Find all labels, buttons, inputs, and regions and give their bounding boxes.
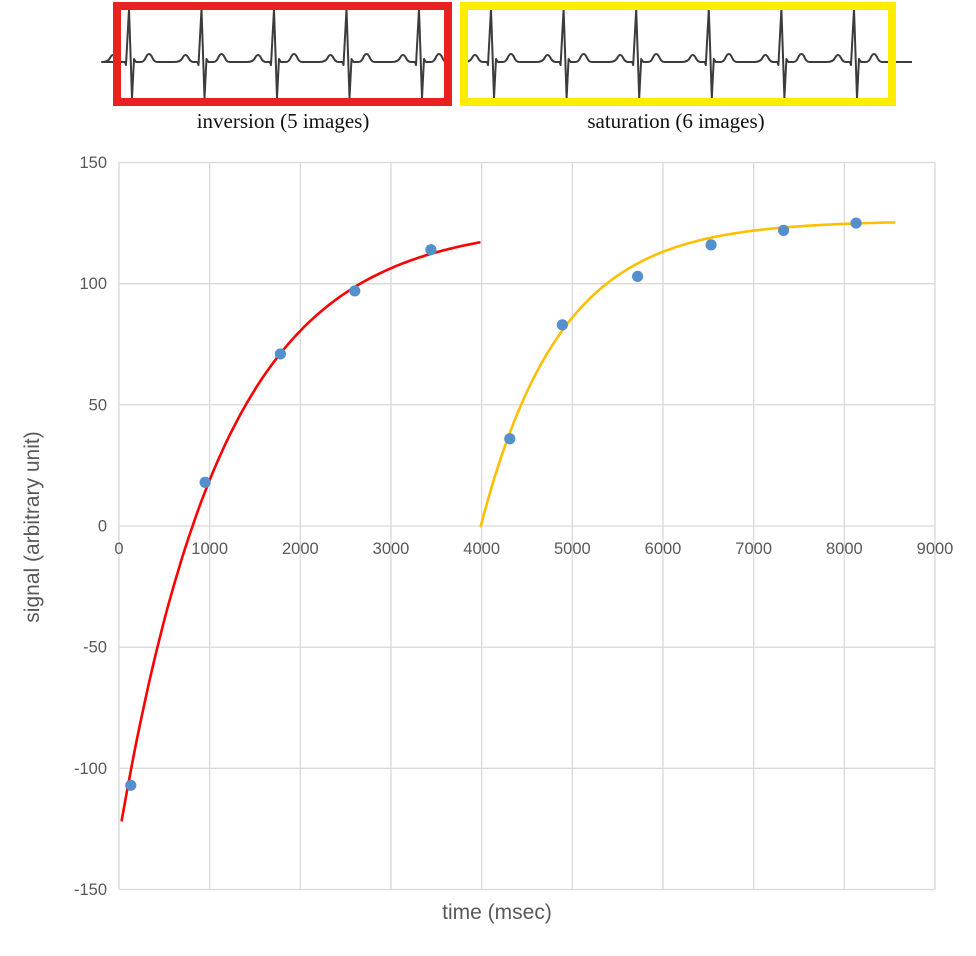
y-tick-label-0: 0 xyxy=(98,518,107,536)
x-tick-label-0: 0 xyxy=(114,540,123,558)
ecg-box-inversion xyxy=(113,2,452,106)
data-point-saturation-t6530 xyxy=(705,239,717,251)
x-tick-label-7000: 7000 xyxy=(735,540,772,558)
y-tick-label-150: 150 xyxy=(79,154,107,172)
y-axis-title: signal (arbitrary unit) xyxy=(21,431,44,623)
data-point-saturation-t5720 xyxy=(632,270,644,283)
ecg-caption-inversion: inversion (5 images) xyxy=(196,109,370,133)
ecg-caption-saturation: saturation (6 images) xyxy=(587,109,765,133)
x-axis-title: time (msec) xyxy=(442,901,552,924)
x-tick-label-9000: 9000 xyxy=(917,540,954,558)
x-tick-label-5000: 5000 xyxy=(554,540,591,558)
fit-curve-saturation-recovery xyxy=(479,221,896,528)
y-tick-label-100: 100 xyxy=(79,275,107,293)
x-tick-label-8000: 8000 xyxy=(826,540,863,558)
ecg-trace-inversion xyxy=(101,8,452,99)
fit-curve-inversion-recovery xyxy=(120,241,481,822)
data-point-inversion-t3440 xyxy=(425,244,437,256)
y-tick-label--150: -150 xyxy=(74,881,107,899)
x-tick-label-2000: 2000 xyxy=(282,540,319,558)
data-point-inversion-t950 xyxy=(199,476,211,488)
y-tick-label--100: -100 xyxy=(74,760,107,778)
data-point-inversion-t2600 xyxy=(349,285,361,297)
x-tick-label-4000: 4000 xyxy=(463,540,500,558)
ecg-box-saturation xyxy=(460,2,896,106)
data-point-saturation-t7330 xyxy=(777,224,790,236)
data-point-inversion-t130 xyxy=(125,779,137,791)
x-tick-label-6000: 6000 xyxy=(645,540,682,558)
ecg-trace-saturation xyxy=(463,8,912,99)
y-tick-label--50: -50 xyxy=(83,639,107,657)
data-point-saturation-t4310 xyxy=(504,433,516,445)
data-point-saturation-t4890 xyxy=(556,319,568,331)
data-point-saturation-t8130 xyxy=(850,217,862,229)
x-tick-label-1000: 1000 xyxy=(191,540,228,558)
y-tick-label-50: 50 xyxy=(89,396,107,414)
x-tick-label-3000: 3000 xyxy=(373,540,410,558)
data-point-inversion-t1780 xyxy=(274,348,286,360)
